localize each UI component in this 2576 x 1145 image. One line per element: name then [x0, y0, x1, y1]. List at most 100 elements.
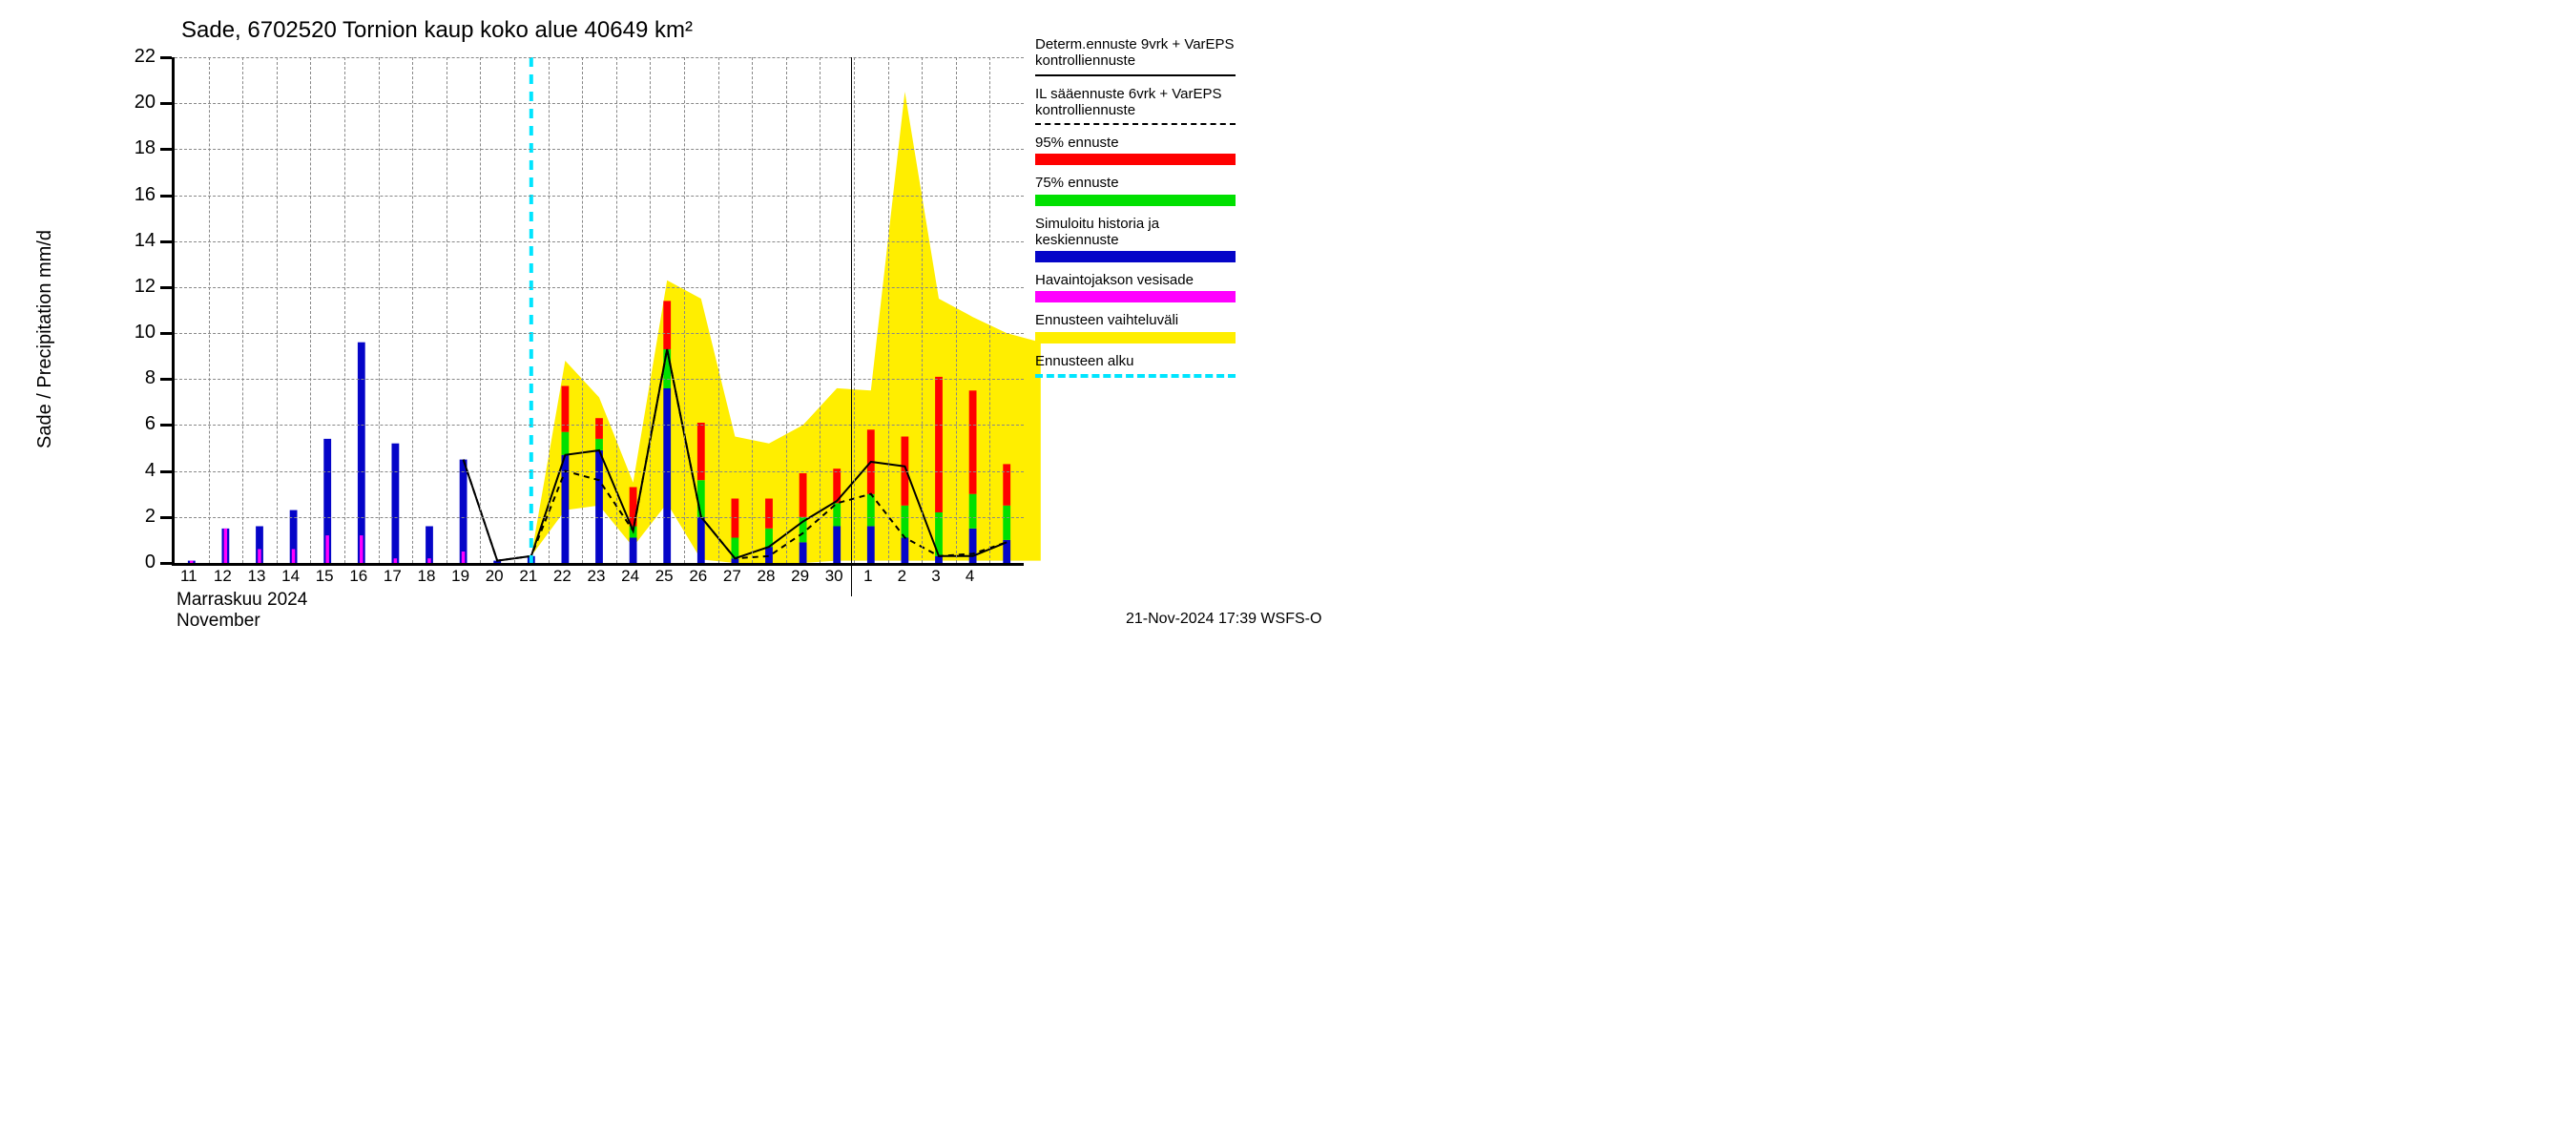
grid-v [820, 57, 821, 563]
bar-blue [426, 527, 433, 564]
y-tick-label: 0 [119, 552, 156, 573]
x-tick-label: 16 [342, 567, 376, 586]
grid-v [379, 57, 380, 563]
bar-red [765, 499, 773, 529]
bar-green [902, 506, 909, 538]
grid-v [412, 57, 413, 563]
bar-blue [765, 547, 773, 563]
grid-v [310, 57, 311, 563]
x-tick-label: 17 [375, 567, 409, 586]
plot-area [172, 57, 1024, 566]
legend-swatch [1035, 154, 1236, 165]
legend-item: Havaintojakson vesisade [1035, 272, 1236, 302]
x-tick-label: 27 [715, 567, 749, 586]
bar-blue [460, 460, 467, 563]
grid-v [684, 57, 685, 563]
x-tick-label: 30 [817, 567, 851, 586]
y-tick-label: 4 [119, 460, 156, 482]
grid-h [175, 517, 1024, 518]
legend-item: Ennusteen alku [1035, 353, 1236, 378]
bar-red [732, 499, 739, 538]
bar-red [969, 390, 977, 493]
x-tick-label: 26 [681, 567, 716, 586]
bar-green [562, 432, 570, 455]
grid-v [209, 57, 210, 563]
grid-h [175, 241, 1024, 242]
y-axis-label: Sade / Precipitation mm/d [34, 230, 56, 448]
month-label-en: November [177, 611, 260, 632]
grid-h [175, 57, 1024, 58]
grid-v [514, 57, 515, 563]
bar-magenta [258, 550, 261, 564]
grid-v [650, 57, 651, 563]
y-tick-label: 6 [119, 413, 156, 435]
bar-blue [392, 444, 400, 563]
bar-blue [867, 527, 875, 564]
grid-v [242, 57, 243, 563]
legend-text: Simuloitu historia ja keskiennuste [1035, 216, 1236, 249]
legend-text: 75% ennuste [1035, 175, 1236, 191]
legend-swatch [1035, 123, 1236, 125]
bar-blue [800, 542, 807, 563]
bar-green [969, 494, 977, 529]
grid-v [752, 57, 753, 563]
x-tick-label: 28 [749, 567, 783, 586]
bar-blue [833, 527, 841, 564]
legend-swatch [1035, 332, 1236, 344]
plot-svg [175, 57, 1024, 563]
y-tick-label: 14 [119, 230, 156, 252]
y-tick-label: 22 [119, 46, 156, 68]
bar-magenta [360, 535, 364, 563]
x-tick-label: 15 [307, 567, 342, 586]
grid-h [175, 471, 1024, 472]
grid-h [175, 425, 1024, 426]
legend: Determ.ennuste 9vrk + VarEPS kontrollien… [1035, 36, 1236, 387]
y-tick-label: 2 [119, 506, 156, 528]
y-tick [160, 332, 172, 335]
x-tick-label: 23 [579, 567, 613, 586]
y-tick-label: 20 [119, 92, 156, 114]
x-tick-label: 19 [444, 567, 478, 586]
grid-v [582, 57, 583, 563]
x-tick-label: 13 [239, 567, 274, 586]
bar-green [867, 494, 875, 527]
legend-text: Ennusteen alku [1035, 353, 1236, 369]
y-tick [160, 240, 172, 243]
y-tick-label: 18 [119, 137, 156, 159]
y-tick [160, 562, 172, 565]
legend-item: 95% ennuste [1035, 135, 1236, 165]
legend-item: 75% ennuste [1035, 175, 1236, 205]
y-tick [160, 286, 172, 289]
bar-red [663, 301, 671, 349]
legend-text: Havaintojakson vesisade [1035, 272, 1236, 288]
grid-v [344, 57, 345, 563]
bar-green [595, 439, 603, 450]
y-tick [160, 56, 172, 59]
grid-h [175, 149, 1024, 150]
legend-text: 95% ennuste [1035, 135, 1236, 151]
bar-red [935, 377, 943, 512]
legend-text: IL sääennuste 6vrk + VarEPS kontrollienn… [1035, 86, 1236, 119]
grid-v [854, 57, 855, 563]
legend-text: Ennusteen vaihteluväli [1035, 312, 1236, 328]
x-tick-label: 2 [884, 567, 919, 586]
bar-magenta [292, 550, 296, 564]
y-tick-label: 8 [119, 367, 156, 389]
legend-swatch [1035, 374, 1236, 378]
grid-h [175, 379, 1024, 380]
grid-v [956, 57, 957, 563]
bar-blue [358, 343, 365, 563]
legend-swatch [1035, 291, 1236, 302]
grid-v [480, 57, 481, 563]
legend-swatch [1035, 74, 1236, 76]
bar-green [697, 480, 705, 517]
grid-h [175, 333, 1024, 334]
grid-v [786, 57, 787, 563]
grid-v [718, 57, 719, 563]
bar-magenta [325, 535, 329, 563]
x-tick-label: 12 [205, 567, 239, 586]
legend-swatch [1035, 251, 1236, 262]
x-tick-label: 22 [545, 567, 579, 586]
y-tick-label: 12 [119, 276, 156, 298]
grid-h [175, 287, 1024, 288]
